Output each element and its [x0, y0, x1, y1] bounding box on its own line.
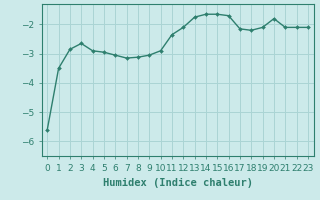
X-axis label: Humidex (Indice chaleur): Humidex (Indice chaleur) [103, 178, 252, 188]
